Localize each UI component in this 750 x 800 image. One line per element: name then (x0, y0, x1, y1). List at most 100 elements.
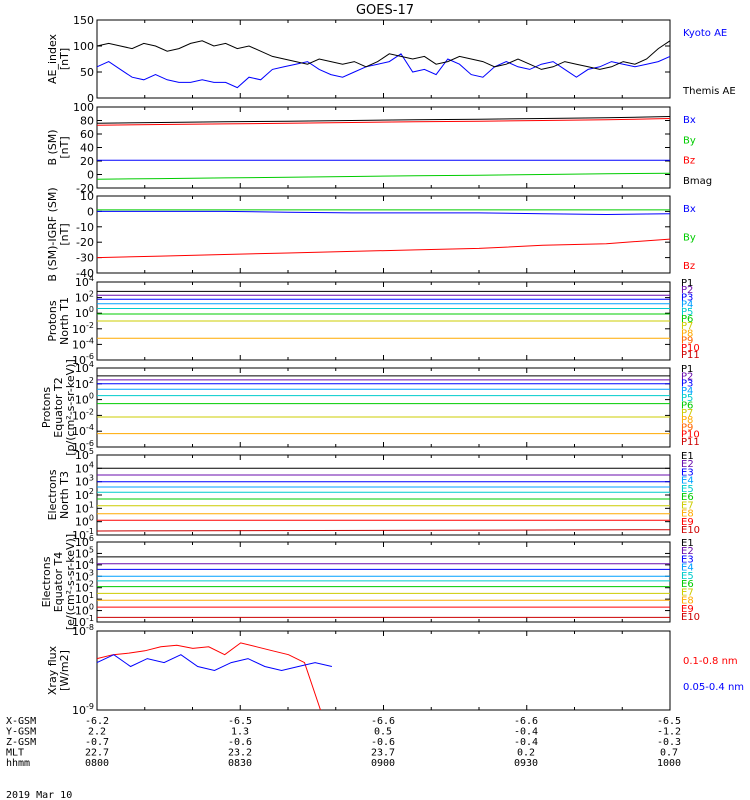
footer-value: -0.6 (228, 737, 252, 748)
footer-value: 0.7 (660, 748, 678, 759)
legend-entry: P8 (681, 415, 693, 426)
legend-entry: Bmag (683, 176, 712, 187)
series-line (96, 118, 671, 126)
legend-entry: By (683, 233, 696, 244)
series-line (96, 53, 671, 89)
y-tick-label: 102 (75, 376, 94, 391)
footer-value: -6.6 (371, 716, 395, 727)
legend-entry: P6 (681, 314, 693, 325)
series-line (97, 210, 671, 216)
y-tick-label: 10-2 (72, 321, 94, 336)
legend-entry: P5 (681, 393, 693, 404)
legend-entry: P9 (681, 422, 693, 433)
legend-entry: By (683, 135, 696, 146)
legend-entry: E3 (681, 467, 694, 478)
legend-entry: E9 (681, 604, 694, 615)
legend-entry: E2 (681, 459, 694, 470)
footer-value: -6.5 (228, 716, 252, 727)
footer-value: -0.4 (514, 737, 538, 748)
legend-entry: P1 (681, 364, 693, 375)
legend-entry: P4 (681, 386, 693, 397)
legend-entry: P10 (681, 343, 700, 354)
y-tick-label: 60 (80, 128, 94, 141)
footer-value: 1000 (657, 758, 681, 769)
legend-entry: P11 (681, 350, 700, 361)
panel-frame (96, 454, 671, 536)
series-line (96, 116, 671, 124)
footer-value: 0.2 (517, 748, 535, 759)
legend-entry: E9 (681, 517, 694, 528)
y-axis-label: ProtonsNorth T1 (46, 297, 71, 345)
y-tick-label: 0 (87, 92, 94, 105)
footer-value: -6.2 (85, 716, 109, 727)
y-tick-label: -30 (76, 252, 94, 265)
legend-entry: E8 (681, 596, 694, 607)
y-tick-label: 10-4 (72, 336, 94, 351)
legend-entry: P4 (681, 300, 693, 311)
y-tick-label: 150 (73, 14, 94, 27)
panel-frame (96, 630, 671, 711)
legend-entry: E4 (681, 476, 694, 487)
footer-value: 2.2 (88, 727, 106, 738)
legend-entry: E1 (681, 538, 694, 549)
legend-entry: E5 (681, 484, 694, 495)
series-line (96, 642, 321, 711)
series-line (96, 172, 671, 180)
legend-entry: E5 (681, 571, 694, 582)
y-tick-label: 102 (75, 290, 94, 305)
legend-entry: P10 (681, 430, 700, 441)
y-axis-label: B (SM)[nT] (46, 129, 71, 165)
y-axis-label: ElectronsNorth T3 (46, 469, 71, 520)
legend-entry: P6 (681, 401, 693, 412)
panel-frame (96, 19, 671, 99)
y-tick-label: -20 (76, 236, 94, 249)
y-tick-label: 10-9 (72, 702, 94, 717)
legend-entry: P1 (681, 278, 693, 289)
panel-3: 10 0 -10 -20 -30 -40 B (SM)-IGRF (SM)[nT] Bx By B… (46, 187, 696, 281)
legend-entry: Bx (683, 115, 696, 126)
panel-1: 150 100 50 0 AE_index[nT] Kyoto AE Themis AE (46, 14, 736, 105)
legend-entry: E4 (681, 563, 694, 574)
footer-value: -0.7 (85, 737, 109, 748)
series-line (96, 40, 671, 70)
legend-entry: E10 (681, 612, 700, 623)
footer-value: -6.5 (657, 716, 681, 727)
y-tick-label: 10-8 (72, 623, 94, 638)
y-tick-label: 100 (75, 305, 94, 320)
legend-entry: P11 (681, 437, 700, 448)
y-tick-label: 50 (80, 66, 94, 79)
y-axis-label: ElectronsEquator T4[e/(cm²-s-sr-keV)] (40, 534, 77, 630)
orbit-footer: X-GSM -6.2 -6.5 -6.6 -6.6 -6.5Y-GSM 2.2 1.3 0.5-… (6, 716, 681, 769)
plot-title: GOES-17 (356, 3, 414, 18)
legend-entry: E3 (681, 554, 694, 565)
y-tick-label: 10 (80, 190, 94, 203)
legend-entry: P3 (681, 379, 693, 390)
y-tick-label: -20 (76, 182, 94, 195)
footer-value: -0.4 (514, 727, 538, 738)
legend-entry: E1 (681, 451, 694, 462)
footer-value: -6.6 (514, 716, 538, 727)
footer-value: 22.7 (85, 748, 109, 759)
legend-entry: P5 (681, 307, 693, 318)
y-tick-label: 100 (73, 40, 94, 53)
legend-entry: 0.05-0.4 nm (683, 682, 744, 693)
y-axis-label: Xray flux[W/m2] (46, 645, 71, 695)
footer-value: 23.2 (228, 748, 252, 759)
y-tick-label: 20 (80, 155, 94, 168)
y-tick-label: -10 (76, 221, 94, 234)
footer-value: 0830 (228, 758, 252, 769)
legend-entry: Kyoto AE (683, 28, 727, 39)
footer-row-label: X-GSM (6, 716, 36, 727)
y-tick-label: -40 (76, 267, 94, 280)
y-tick-label: 0 (87, 205, 94, 218)
footer-value: -0.6 (371, 737, 395, 748)
legend-entry: E2 (681, 546, 694, 557)
footer-value: 0800 (85, 758, 109, 769)
legend-entry: P9 (681, 336, 693, 347)
legend-entry: E10 (681, 525, 700, 536)
y-tick-label: 104 (75, 274, 94, 289)
footer-value: -0.3 (657, 737, 681, 748)
legend-entry: E7 (681, 587, 694, 598)
